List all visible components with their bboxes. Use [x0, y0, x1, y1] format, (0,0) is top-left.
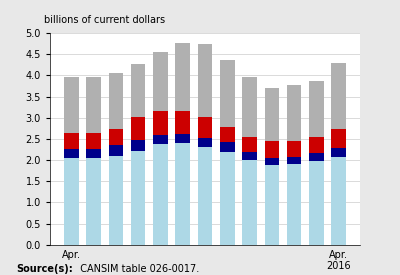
- Bar: [287, 164, 301, 245]
- Bar: [131, 140, 146, 151]
- Bar: [176, 143, 190, 245]
- Bar: [264, 158, 279, 165]
- Bar: [287, 141, 301, 157]
- Bar: [86, 148, 101, 158]
- Bar: [220, 142, 234, 152]
- Bar: [153, 135, 168, 144]
- Bar: [332, 157, 346, 245]
- Bar: [131, 117, 146, 140]
- Bar: [64, 148, 78, 158]
- Bar: [176, 111, 190, 134]
- Text: Source(s):: Source(s):: [16, 264, 73, 274]
- Bar: [176, 134, 190, 143]
- Bar: [131, 151, 146, 245]
- Bar: [198, 147, 212, 245]
- Bar: [86, 77, 101, 133]
- Bar: [309, 81, 324, 137]
- Bar: [198, 138, 212, 147]
- Bar: [220, 60, 234, 127]
- Bar: [264, 89, 279, 141]
- Bar: [153, 52, 168, 111]
- Bar: [242, 152, 257, 160]
- Bar: [64, 158, 78, 245]
- Bar: [198, 117, 212, 138]
- Bar: [198, 44, 212, 117]
- Bar: [176, 43, 190, 111]
- Bar: [153, 144, 168, 245]
- Text: billions of current dollars: billions of current dollars: [44, 15, 165, 24]
- Bar: [109, 145, 123, 156]
- Bar: [264, 141, 279, 158]
- Bar: [242, 160, 257, 245]
- Bar: [309, 137, 324, 153]
- Bar: [109, 156, 123, 245]
- Bar: [264, 165, 279, 245]
- Bar: [287, 157, 301, 164]
- Bar: [64, 133, 78, 148]
- Bar: [153, 111, 168, 135]
- Bar: [332, 64, 346, 129]
- Bar: [332, 148, 346, 157]
- Bar: [86, 133, 101, 148]
- Bar: [332, 129, 346, 148]
- Text: CANSIM table 026-0017.: CANSIM table 026-0017.: [74, 264, 199, 274]
- Bar: [64, 78, 78, 133]
- Bar: [309, 161, 324, 245]
- Bar: [220, 152, 234, 245]
- Bar: [309, 153, 324, 161]
- Bar: [220, 127, 234, 142]
- Bar: [242, 137, 257, 152]
- Bar: [242, 78, 257, 137]
- Bar: [287, 85, 301, 141]
- Bar: [109, 129, 123, 145]
- Bar: [86, 158, 101, 245]
- Bar: [131, 64, 146, 117]
- Bar: [109, 73, 123, 129]
